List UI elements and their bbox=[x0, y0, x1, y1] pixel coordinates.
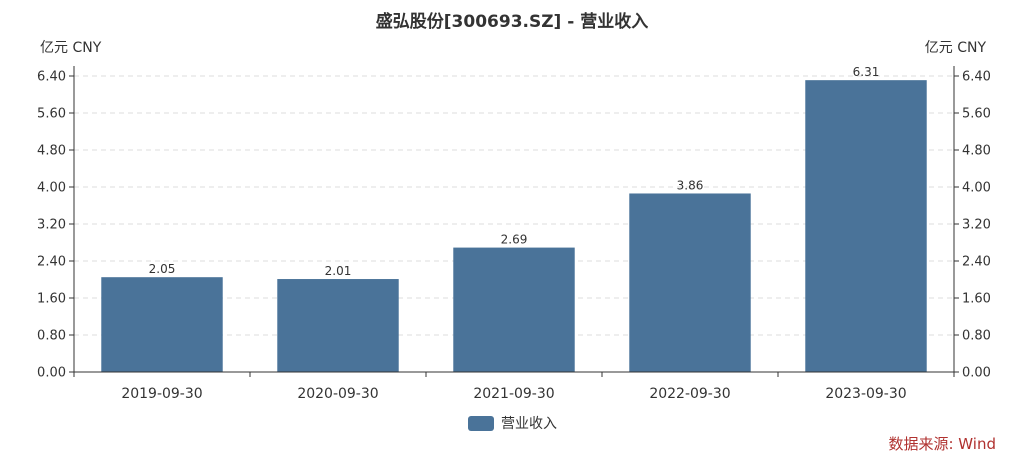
y-tick-label-left: 2.40 bbox=[37, 255, 66, 270]
bars bbox=[101, 80, 927, 372]
y-ticks-left: 0.00 0.80 1.60 2.40 3.20 4.00 4.80 5.60 6.40 bbox=[37, 70, 74, 381]
left-axis-unit: 亿元 CNY bbox=[40, 40, 102, 56]
axes bbox=[73, 66, 955, 373]
x-tick-label: 2022-09-30 bbox=[649, 386, 730, 402]
data-label: 2.69 bbox=[501, 233, 528, 247]
x-tick-label: 2020-09-30 bbox=[297, 386, 378, 402]
y-ticks-right: 0.00 0.80 1.60 2.40 3.20 4.00 4.80 5.60 6.40 bbox=[954, 70, 991, 381]
x-tick-label: 2023-09-30 bbox=[825, 386, 906, 402]
right-axis-unit: 亿元 CNY bbox=[925, 40, 987, 56]
chart-title: 盛弘股份[300693.SZ] - 营业收入 bbox=[376, 11, 648, 32]
legend-swatch bbox=[468, 416, 494, 431]
y-tick-label-right: 1.60 bbox=[962, 292, 991, 307]
y-tick-label-right: 4.80 bbox=[962, 144, 991, 159]
y-tick-label-left: 5.60 bbox=[37, 107, 66, 122]
y-tick-label-left: 3.20 bbox=[37, 218, 66, 233]
y-tick-label-left: 1.60 bbox=[37, 292, 66, 307]
y-tick-label-right: 6.40 bbox=[962, 70, 991, 85]
legend: 营业收入 bbox=[468, 416, 557, 432]
y-tick-label-left: 0.80 bbox=[37, 329, 66, 344]
y-tick-label-right: 0.00 bbox=[962, 366, 991, 381]
x-tick-label: 2021-09-30 bbox=[473, 386, 554, 402]
legend-label: 营业收入 bbox=[501, 416, 557, 432]
bar bbox=[277, 279, 399, 372]
y-tick-label-left: 4.80 bbox=[37, 144, 66, 159]
y-tick-label-right: 3.20 bbox=[962, 218, 991, 233]
data-label: 3.86 bbox=[677, 178, 704, 192]
x-tick-label: 2019-09-30 bbox=[121, 386, 202, 402]
data-label: 2.05 bbox=[149, 262, 176, 276]
y-tick-label-right: 0.80 bbox=[962, 329, 991, 344]
data-label: 2.01 bbox=[325, 264, 352, 278]
data-labels: 2.05 2.01 2.69 3.86 6.31 bbox=[149, 65, 880, 278]
y-tick-label-right: 4.00 bbox=[962, 181, 991, 196]
y-tick-label-left: 4.00 bbox=[37, 181, 66, 196]
y-tick-label-left: 6.40 bbox=[37, 70, 66, 85]
data-label: 6.31 bbox=[853, 65, 880, 79]
bar bbox=[805, 80, 927, 372]
data-source: 数据来源: Wind bbox=[888, 435, 996, 453]
x-ticks: 2019-09-30 2020-09-30 2021-09-30 2022-09-30… bbox=[73, 372, 955, 402]
bar bbox=[453, 247, 575, 372]
bar bbox=[629, 193, 751, 372]
y-tick-label-right: 5.60 bbox=[962, 107, 991, 122]
y-tick-label-right: 2.40 bbox=[962, 255, 991, 270]
bar bbox=[101, 277, 223, 372]
y-tick-label-left: 0.00 bbox=[37, 366, 66, 381]
